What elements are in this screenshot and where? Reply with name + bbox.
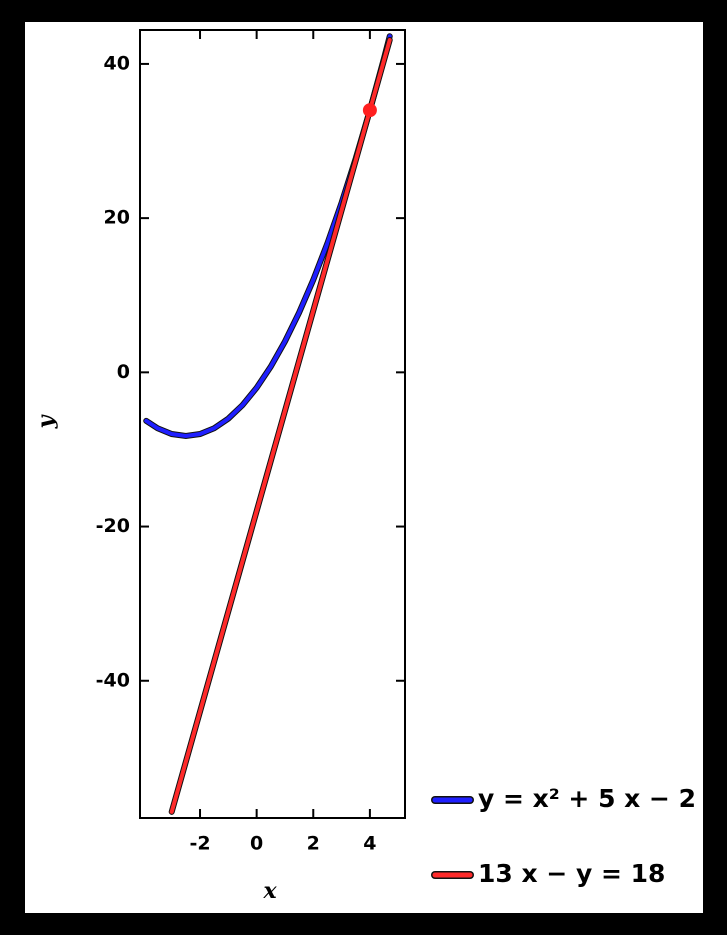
y-tick-label: 40 (104, 52, 130, 74)
point (362, 103, 377, 118)
y-tick-label: -40 (96, 669, 130, 691)
background (25, 22, 703, 913)
legend-label: 13 x − y = 18 (478, 859, 665, 888)
plot-frame (139, 29, 406, 819)
y-tick-label: -20 (96, 515, 130, 537)
legend-label: y = x² + 5 x − 2 (478, 784, 696, 813)
y-tick-label: 0 (117, 361, 130, 383)
y-tick-label: 20 (104, 207, 130, 229)
x-tick-label: 0 (250, 833, 263, 855)
curve (169, 38, 392, 814)
x-tick-label: 2 (307, 833, 320, 855)
y-axis-label: y (33, 413, 59, 429)
x-tick-label: 4 (363, 833, 376, 855)
x-axis-label: x (262, 878, 277, 904)
x-tick-label: -2 (189, 833, 210, 855)
